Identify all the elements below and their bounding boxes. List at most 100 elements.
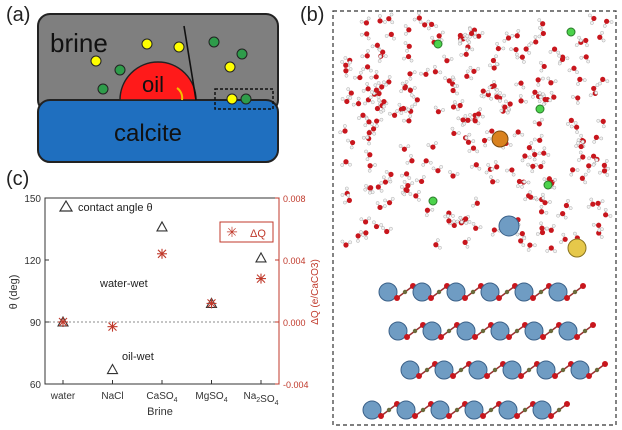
water-molecule (361, 82, 371, 93)
oxygen-atom (472, 118, 478, 124)
water-molecule (526, 141, 536, 153)
oxygen-atom (368, 185, 374, 191)
hydrogen-atom (486, 163, 491, 167)
hydrogen-atom (594, 158, 599, 162)
hydrogen-atom (369, 75, 374, 80)
hydrogen-atom (501, 46, 506, 51)
water-molecule (602, 18, 614, 28)
hydrogen-atom (486, 89, 491, 94)
hydrogen-atom (586, 205, 591, 209)
water-molecule (541, 146, 551, 157)
hydrogen-atom (578, 150, 583, 155)
hydrogen-atom (368, 190, 372, 195)
water-molecule (359, 216, 371, 225)
water-molecule (577, 150, 586, 162)
data-point-delta-q (58, 317, 68, 327)
hydrogen-atom (368, 95, 373, 100)
water-molecule (563, 198, 573, 210)
hydrogen-atom (389, 226, 393, 231)
oxygen-atom (507, 101, 513, 107)
hydrogen-atom (574, 43, 579, 47)
hydrogen-atom (373, 83, 378, 87)
hydrogen-atom (591, 222, 596, 227)
oxygen-atom (537, 137, 543, 143)
hydrogen-atom (367, 168, 372, 173)
carbonate-group (548, 401, 570, 419)
hydrogen-atom (357, 116, 361, 120)
water-molecule (414, 175, 426, 185)
water-molecule (535, 76, 545, 87)
carbonate-group (518, 361, 540, 379)
legend-star-marker: ✳ (226, 224, 238, 240)
hydrogen-atom (489, 175, 493, 179)
hydrogen-atom (377, 48, 382, 52)
oxygen-atom (418, 178, 425, 185)
hydrogen-atom (417, 11, 421, 15)
water-molecule (571, 95, 581, 105)
oxygen-atom (343, 242, 349, 248)
hydrogen-atom (450, 126, 455, 131)
oxygen-atom (518, 238, 524, 244)
water-molecule (596, 227, 604, 239)
water-molecule (462, 114, 471, 126)
hydrogen-atom (351, 102, 356, 107)
water-molecule (509, 46, 519, 57)
calcium-ion (524, 321, 544, 341)
oxygen-atom (416, 15, 422, 21)
plot-frame (44, 197, 280, 385)
hydrogen-atom (460, 99, 465, 103)
oxygen-atom (574, 124, 580, 130)
contact-angle-arc (176, 87, 184, 101)
oxygen-atom (568, 117, 574, 123)
water-molecule (377, 14, 387, 24)
left-axis-ticks: 60 90 120 150 (24, 194, 49, 391)
hydrogen-atom (556, 50, 561, 55)
calcium-ion (388, 321, 408, 341)
carbonate-group (586, 361, 608, 379)
water-molecule (398, 144, 411, 152)
water-molecule (603, 208, 613, 218)
oxygen-atom (435, 109, 442, 115)
oxygen-atom (451, 130, 457, 137)
hydrogen-atom (433, 64, 437, 69)
water-molecule (598, 76, 610, 86)
hydrogen-atom (527, 43, 532, 47)
hydrogen-atom (397, 102, 402, 107)
hydrogen-atom (408, 114, 413, 118)
hydrogen-atom (609, 20, 614, 24)
legend-triangle-marker (58, 199, 74, 212)
oxygen-atom (362, 219, 369, 225)
hydrogen-atom (405, 48, 409, 53)
water-molecule (450, 84, 459, 96)
oxygen-atom (518, 80, 524, 86)
hydrogen-atom (533, 196, 538, 200)
hydrogen-atom (400, 173, 404, 178)
water-molecule (537, 18, 546, 30)
hydrogen-atom (346, 138, 350, 143)
water-molecule (364, 184, 374, 195)
hydrogen-atom (599, 136, 604, 141)
water-molecule (400, 185, 409, 197)
hydrogen-atom (346, 87, 351, 91)
annotation-oil-wet: oil-wet (122, 351, 154, 363)
hydrogen-atom (592, 140, 597, 144)
oil-label: oil (142, 72, 164, 97)
water-molecule (359, 16, 371, 26)
oxygen-atom (379, 84, 385, 90)
hydrogen-atom (520, 132, 525, 137)
water-molecule (376, 81, 389, 90)
water-molecule (426, 141, 438, 150)
oxygen-atom (435, 168, 441, 174)
oxygen-atom (381, 98, 387, 105)
oxygen-atom (532, 151, 538, 158)
hydrogen-atom (463, 36, 468, 41)
hydrogen-atom (566, 198, 570, 203)
hydrogen-atom (409, 154, 413, 158)
oxygen-atom (579, 175, 585, 181)
oxygen-atom (505, 35, 512, 41)
water-molecule (548, 90, 557, 103)
water-molecule (512, 129, 525, 138)
water-molecule (418, 19, 431, 28)
water-molecule (383, 197, 395, 206)
tangent-line (183, 25, 197, 101)
